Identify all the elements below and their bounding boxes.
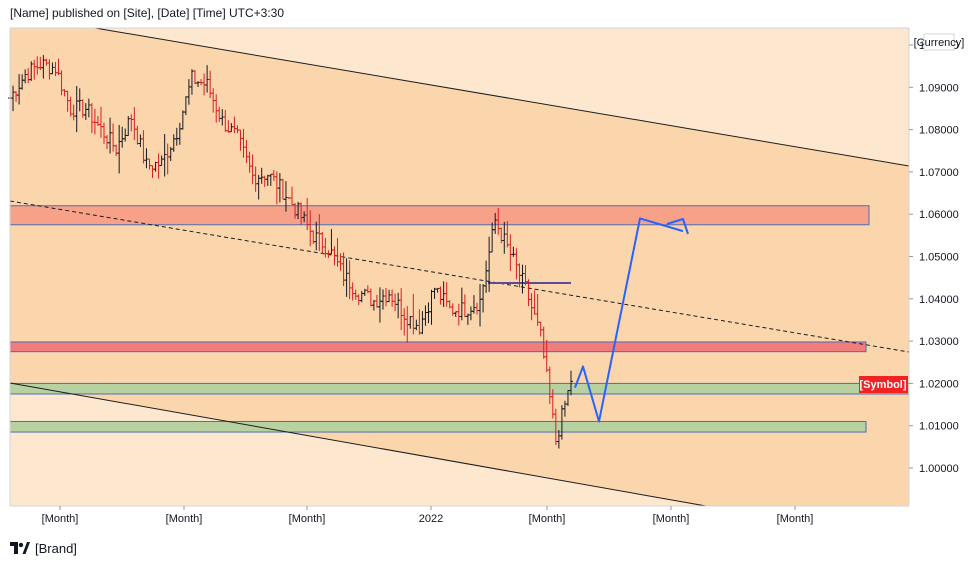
x-tick-label: [Month]	[166, 513, 203, 525]
y-axis: 1.100001.090001.080001.070001.060001.050…	[909, 40, 959, 475]
last-price-label-box: [Symbol]	[859, 376, 908, 393]
y-tick-label: 1.06000	[919, 209, 959, 221]
y-tick-label: 1.08000	[919, 125, 959, 137]
publisher-header: [Name] published on [Site], [Date] [Time…	[10, 6, 285, 20]
projection-arrowhead	[666, 218, 689, 235]
x-tick-label: [Month]	[289, 513, 326, 525]
price-bars	[8, 55, 573, 449]
last-price-label: [Symbol]	[859, 379, 906, 391]
x-tick-label: [Month]	[42, 513, 79, 525]
x-tick-label: [Month]	[653, 513, 690, 525]
x-axis: [Month] [Month] [Month] 2022 [Month] [Month] […	[42, 506, 814, 525]
y-tick-label: 1.01000	[919, 421, 959, 433]
y-tick-label: 1.07000	[919, 167, 959, 179]
brand-name: [Brand]	[35, 541, 77, 556]
tradingview-logo-icon	[10, 541, 30, 554]
y-tick-label: 1.09000	[919, 82, 959, 94]
channel-upper-line	[94, 27, 910, 167]
dashed-trendline	[9, 200, 910, 353]
x-tick-label: [Month]	[777, 513, 814, 525]
zone-support-lower[interactable]	[9, 420, 867, 433]
y-tick-label: 1.00000	[919, 463, 959, 475]
currency-label: [Currency]	[914, 37, 965, 49]
zone-resistance[interactable]	[9, 205, 870, 226]
currency-label-box: [Currency]	[914, 33, 965, 51]
zones	[9, 205, 910, 433]
footer[interactable]: [Brand]	[10, 541, 77, 556]
y-tick-label: 1.04000	[919, 294, 959, 306]
x-tick-label: [Month]	[529, 513, 566, 525]
zone-mid[interactable]	[9, 341, 867, 353]
x-tick-label: 2022	[419, 513, 443, 525]
ohlc-bar	[569, 370, 573, 396]
channel-lower-line	[9, 382, 707, 507]
y-tick-label: 1.03000	[919, 336, 959, 348]
projection-path	[574, 217, 684, 423]
y-tick-label: 1.05000	[919, 252, 959, 264]
zone-support-upper[interactable]	[9, 382, 910, 395]
y-tick-label: 1.02000	[919, 378, 959, 390]
